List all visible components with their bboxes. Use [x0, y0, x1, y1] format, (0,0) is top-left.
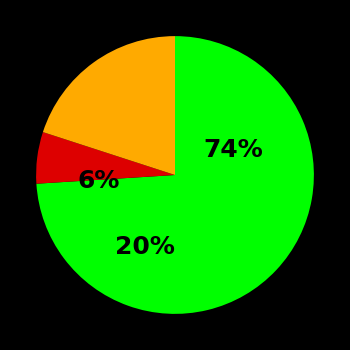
Text: 6%: 6% [77, 169, 120, 192]
Text: 74%: 74% [203, 138, 263, 162]
Wedge shape [43, 36, 175, 175]
Text: 20%: 20% [114, 235, 174, 259]
Wedge shape [36, 132, 175, 184]
Wedge shape [36, 36, 314, 314]
